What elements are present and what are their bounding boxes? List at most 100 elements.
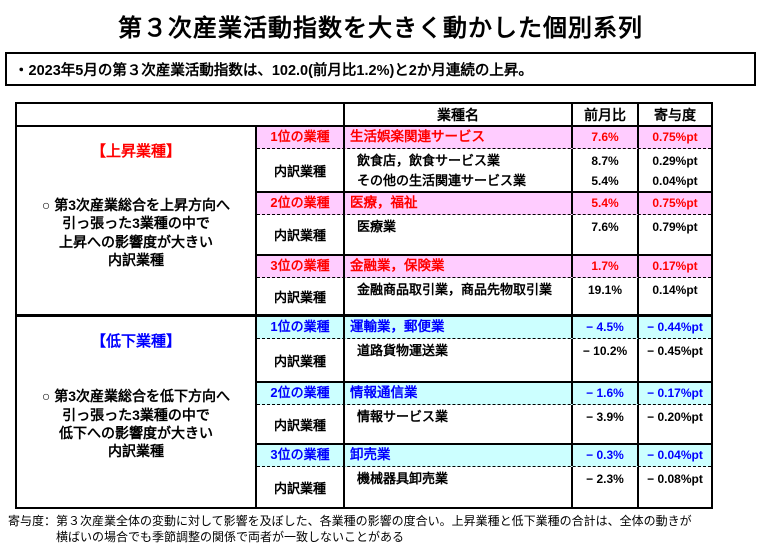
mom-value: − 4.5% xyxy=(573,317,639,338)
breakdown-label: 内訳業種 xyxy=(257,215,345,254)
detail-mom-values: − 10.2% xyxy=(573,339,639,381)
desc-line: 上昇への影響度が大きい xyxy=(58,233,213,250)
detail-contribution-value: 0.29%pt xyxy=(652,154,698,168)
footnote-line-1: 寄与度：第３次産業全体の変動に対して影響を及ぼした、各業種の影響の度合い。上昇業… xyxy=(8,514,692,528)
header-contribution: 寄与度 xyxy=(654,106,696,123)
summary-text: ・2023年5月の第３次産業活動指数は、102.0(前月比1.2%)と2か月連続… xyxy=(14,62,533,79)
rising-section-label: 【上昇業種】 xyxy=(90,143,181,160)
group-detail-row: 内訳業種 金融商品取引業，商品先物取引業 19.1% 0.14%pt xyxy=(257,278,711,314)
group-detail-row: 内訳業種 情報サービス業 − 3.9% − 0.20%pt xyxy=(257,405,711,445)
rank-label: 2位の業種 xyxy=(257,193,345,214)
mom-value: − 1.6% xyxy=(573,383,639,404)
detail-names: 道路貨物運送業 xyxy=(345,339,573,381)
detail-contribution-values: 0.14%pt xyxy=(639,278,711,314)
declining-description-cell: 【低下業種】 ○ 第3次産業総合を低下方向へ 引っ張った3業種の中で 低下への影… xyxy=(17,317,257,507)
detail-contribution-value: − 0.45%pt xyxy=(647,344,703,358)
group-header-row: 3位の業種 卸売業 − 0.3% − 0.04%pt xyxy=(257,445,711,467)
group-rank3-up: 3位の業種 金融業，保険業 1.7% 0.17%pt 内訳業種 金融商品取引業，… xyxy=(257,256,711,314)
page-title: 第３次産業活動指数を大きく動かした個別系列 xyxy=(118,15,643,42)
mom-value: 7.6% xyxy=(573,127,639,148)
section-rising-industries: 【上昇業種】 ○ 第3次産業総合を上昇方向へ 引っ張った3業種の中で 上昇への影… xyxy=(17,127,711,317)
contribution-value: 0.17%pt xyxy=(652,259,698,273)
footnote: 寄与度：第３次産業全体の変動に対して影響を及ぼした、各業種の影響の度合い。上昇業… xyxy=(8,514,761,545)
rising-description-text: ○ 第3次産業総合を上昇方向へ 引っ張った3業種の中で 上昇への影響度が大きい … xyxy=(42,196,230,280)
header-industry-name: 業種名 xyxy=(345,104,573,125)
industry-name: 生活娯楽関連サービス xyxy=(345,127,573,148)
table-header-row: 業種名 前月比 寄与度 xyxy=(17,104,711,127)
detail-mom-values: − 3.9% xyxy=(573,405,639,443)
detail-contribution-values: − 0.08%pt xyxy=(639,467,711,507)
group-header-row: 2位の業種 医療，福祉 5.4% 0.75%pt xyxy=(257,193,711,215)
desc-line: ○ 第3次産業総合を上昇方向へ xyxy=(41,196,231,213)
rank-label: 3位の業種 xyxy=(257,445,345,466)
rank-label: 1位の業種 xyxy=(257,127,345,148)
group-detail-row: 内訳業種 機械器具卸売業 − 2.3% − 0.08%pt xyxy=(257,467,711,507)
detail-industry-name: 飲食店，飲食サービス業 xyxy=(357,153,501,168)
header-mom-change: 前月比 xyxy=(573,104,639,125)
declining-groups: 1位の業種 運輸業，郵便業 − 4.5% − 0.44%pt 内訳業種 道路貨物… xyxy=(257,317,711,507)
header-spacer-cell xyxy=(17,104,345,125)
desc-line: 内訳業種 xyxy=(107,443,164,460)
desc-line: 引っ張った3業種の中で xyxy=(62,406,210,423)
breakdown-label: 内訳業種 xyxy=(257,278,345,314)
detail-mom-values: − 2.3% xyxy=(573,467,639,507)
contribution-value: − 0.17%pt xyxy=(647,386,703,400)
industry-name: 金融業，保険業 xyxy=(345,256,573,277)
detail-industry-name: 情報サービス業 xyxy=(357,409,449,424)
detail-mom-value: 8.7% xyxy=(591,154,619,168)
group-rank2-up: 2位の業種 医療，福祉 5.4% 0.75%pt 内訳業種 医療業 7.6% 0… xyxy=(257,193,711,256)
group-rank2-down: 2位の業種 情報通信業 − 1.6% − 0.17%pt 内訳業種 情報サービス… xyxy=(257,383,711,445)
detail-contribution-value: 0.04%pt xyxy=(652,174,698,188)
contribution-value: − 0.44%pt xyxy=(647,320,703,334)
industry-name: 医療，福祉 xyxy=(345,193,573,214)
detail-contribution-value: − 0.08%pt xyxy=(647,472,703,486)
desc-line: 引っ張った3業種の中で xyxy=(62,215,210,232)
detail-mom-value: 7.6% xyxy=(591,220,619,234)
group-rank1-up: 1位の業種 生活娯楽関連サービス 7.6% 0.75%pt 内訳業種 飲食店，飲… xyxy=(257,127,711,193)
detail-mom-value: 5.4% xyxy=(591,174,619,188)
rising-groups: 1位の業種 生活娯楽関連サービス 7.6% 0.75%pt 内訳業種 飲食店，飲… xyxy=(257,127,711,314)
detail-industry-name: 金融商品取引業，商品先物取引業 xyxy=(357,282,553,297)
contribution-value: 0.75%pt xyxy=(652,130,698,144)
group-rank1-down: 1位の業種 運輸業，郵便業 − 4.5% − 0.44%pt 内訳業種 道路貨物… xyxy=(257,317,711,383)
detail-contribution-values: 0.79%pt xyxy=(639,215,711,254)
industry-table: 業種名 前月比 寄与度 【上昇業種】 ○ 第3次産業総合を上昇方向へ 引っ張った… xyxy=(15,102,713,509)
group-detail-row: 内訳業種 飲食店，飲食サービス業 その他の生活関連サービス業 8.7% 5.4%… xyxy=(257,149,711,193)
group-header-row: 2位の業種 情報通信業 − 1.6% − 0.17%pt xyxy=(257,383,711,405)
detail-mom-value: − 10.2% xyxy=(582,344,628,358)
rank-label: 3位の業種 xyxy=(257,256,345,277)
detail-mom-values: 7.6% xyxy=(573,215,639,254)
contribution-value: 0.75%pt xyxy=(652,196,698,210)
declining-section-label: 【低下業種】 xyxy=(90,333,181,350)
detail-names: 情報サービス業 xyxy=(345,405,573,443)
detail-contribution-value: − 0.20%pt xyxy=(647,410,703,424)
breakdown-label: 内訳業種 xyxy=(257,405,345,443)
rank-label: 2位の業種 xyxy=(257,383,345,404)
detail-mom-value: − 2.3% xyxy=(586,472,624,486)
detail-contribution-values: − 0.20%pt xyxy=(639,405,711,443)
breakdown-label: 内訳業種 xyxy=(257,339,345,381)
detail-contribution-values: − 0.45%pt xyxy=(639,339,711,381)
group-header-row: 3位の業種 金融業，保険業 1.7% 0.17%pt xyxy=(257,256,711,278)
contribution-value: − 0.04%pt xyxy=(647,448,703,462)
detail-mom-values: 19.1% xyxy=(573,278,639,314)
industry-name: 運輸業，郵便業 xyxy=(345,317,573,338)
detail-industry-name: 医療業 xyxy=(357,219,397,234)
detail-names: 金融商品取引業，商品先物取引業 xyxy=(345,278,573,314)
detail-mom-value: 19.1% xyxy=(587,283,623,297)
detail-contribution-value: 0.14%pt xyxy=(652,283,698,297)
group-rank3-down: 3位の業種 卸売業 − 0.3% − 0.04%pt 内訳業種 機械器具卸売業 … xyxy=(257,445,711,507)
footnote-line-2: 横ばいの場合でも季節調整の関係で両者が一致しないことがある xyxy=(56,529,405,544)
group-header-row: 1位の業種 運輸業，郵便業 − 4.5% − 0.44%pt xyxy=(257,317,711,339)
detail-names: 機械器具卸売業 xyxy=(345,467,573,507)
detail-mom-value: − 3.9% xyxy=(586,410,624,424)
section-declining-industries: 【低下業種】 ○ 第3次産業総合を低下方向へ 引っ張った3業種の中で 低下への影… xyxy=(17,317,711,507)
desc-line: 内訳業種 xyxy=(107,251,164,268)
industry-name: 卸売業 xyxy=(345,445,573,466)
detail-contribution-values: 0.29%pt 0.04%pt xyxy=(639,149,711,191)
detail-industry-name: 道路貨物運送業 xyxy=(357,343,449,358)
rank-label: 1位の業種 xyxy=(257,317,345,338)
detail-names: 医療業 xyxy=(345,215,573,254)
group-detail-row: 内訳業種 医療業 7.6% 0.79%pt xyxy=(257,215,711,256)
summary-box: ・2023年5月の第３次産業活動指数は、102.0(前月比1.2%)と2か月連続… xyxy=(5,52,756,86)
